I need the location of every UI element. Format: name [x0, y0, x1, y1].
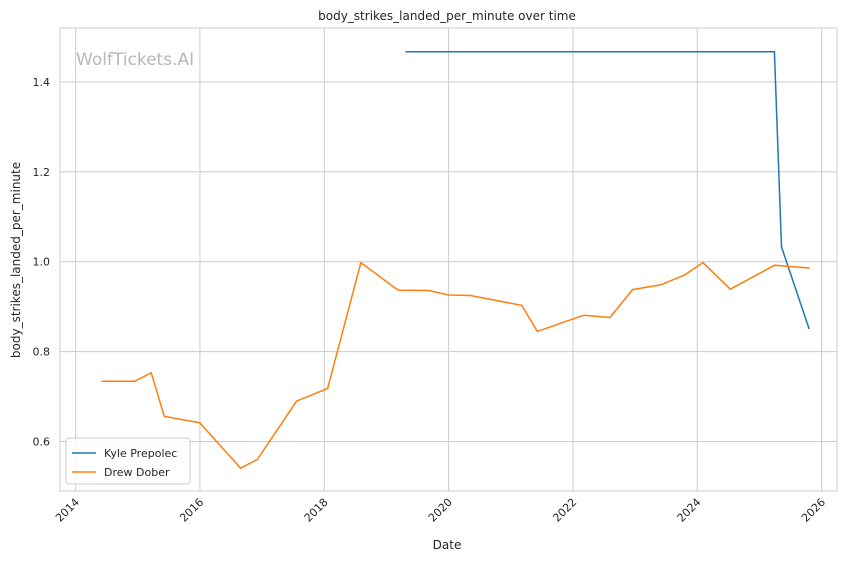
- y-axis-title: body_strikes_landed_per_minute: [9, 162, 23, 358]
- data-point: [256, 458, 259, 461]
- series-line-kyle-prepolec: [405, 51, 810, 330]
- y-tick-label: 1.0: [33, 256, 51, 269]
- data-point: [536, 330, 539, 333]
- data-point: [660, 283, 662, 286]
- grid: [60, 28, 837, 491]
- data-point: [773, 51, 776, 53]
- watermark: WolfTickets.AI: [76, 50, 194, 70]
- x-tick-label: 2018: [302, 496, 331, 525]
- y-tick-label: 1.2: [33, 166, 51, 179]
- y-tick-label: 0.8: [33, 346, 51, 359]
- data-point: [780, 246, 783, 248]
- legend-label: Drew Dober: [104, 466, 170, 479]
- data-point: [133, 380, 136, 383]
- data-point: [326, 387, 329, 390]
- series-lines: [101, 51, 810, 469]
- x-axis-title: Date: [433, 538, 462, 552]
- data-point: [469, 294, 472, 297]
- data-point: [360, 261, 362, 264]
- x-tick-label: 2020: [426, 496, 455, 525]
- plot-area: WolfTickets.AI: [59, 27, 838, 492]
- x-axis-ticks: 2014 2016 2018 2020 2022 2024 2026: [53, 496, 828, 525]
- data-point: [808, 267, 810, 269]
- data-point: [729, 288, 732, 290]
- x-tick-label: 2024: [675, 496, 704, 525]
- legend: Kyle Prepolec Drew Dober: [65, 437, 191, 485]
- x-tick-label: 2026: [799, 496, 828, 525]
- data-point: [582, 314, 585, 316]
- x-tick-label: 2022: [550, 496, 579, 525]
- data-point: [295, 400, 298, 402]
- data-point: [163, 415, 166, 418]
- x-tick-label: 2016: [177, 496, 206, 525]
- data-point: [684, 274, 686, 276]
- data-point: [397, 289, 399, 291]
- data-point: [702, 261, 704, 264]
- data-point: [521, 304, 523, 307]
- legend-box: [65, 437, 191, 485]
- data-point: [101, 380, 104, 383]
- data-point: [773, 264, 776, 267]
- y-tick-label: 0.6: [33, 436, 51, 449]
- data-point: [239, 467, 242, 469]
- data-point: [405, 51, 407, 53]
- data-point: [447, 294, 450, 296]
- data-point: [150, 372, 152, 374]
- data-point: [428, 289, 430, 292]
- data-point: [198, 421, 201, 424]
- legend-label: Kyle Prepolec: [104, 447, 177, 460]
- chart-title: body_strikes_landed_per_minute over time: [318, 9, 576, 23]
- x-tick-label: 2014: [53, 496, 82, 525]
- y-tick-label: 1.4: [33, 76, 51, 89]
- data-point: [631, 288, 634, 291]
- data-point: [609, 316, 611, 319]
- y-axis-ticks: 0.6 0.8 1.0 1.2 1.4: [33, 76, 51, 449]
- data-point: [808, 327, 810, 330]
